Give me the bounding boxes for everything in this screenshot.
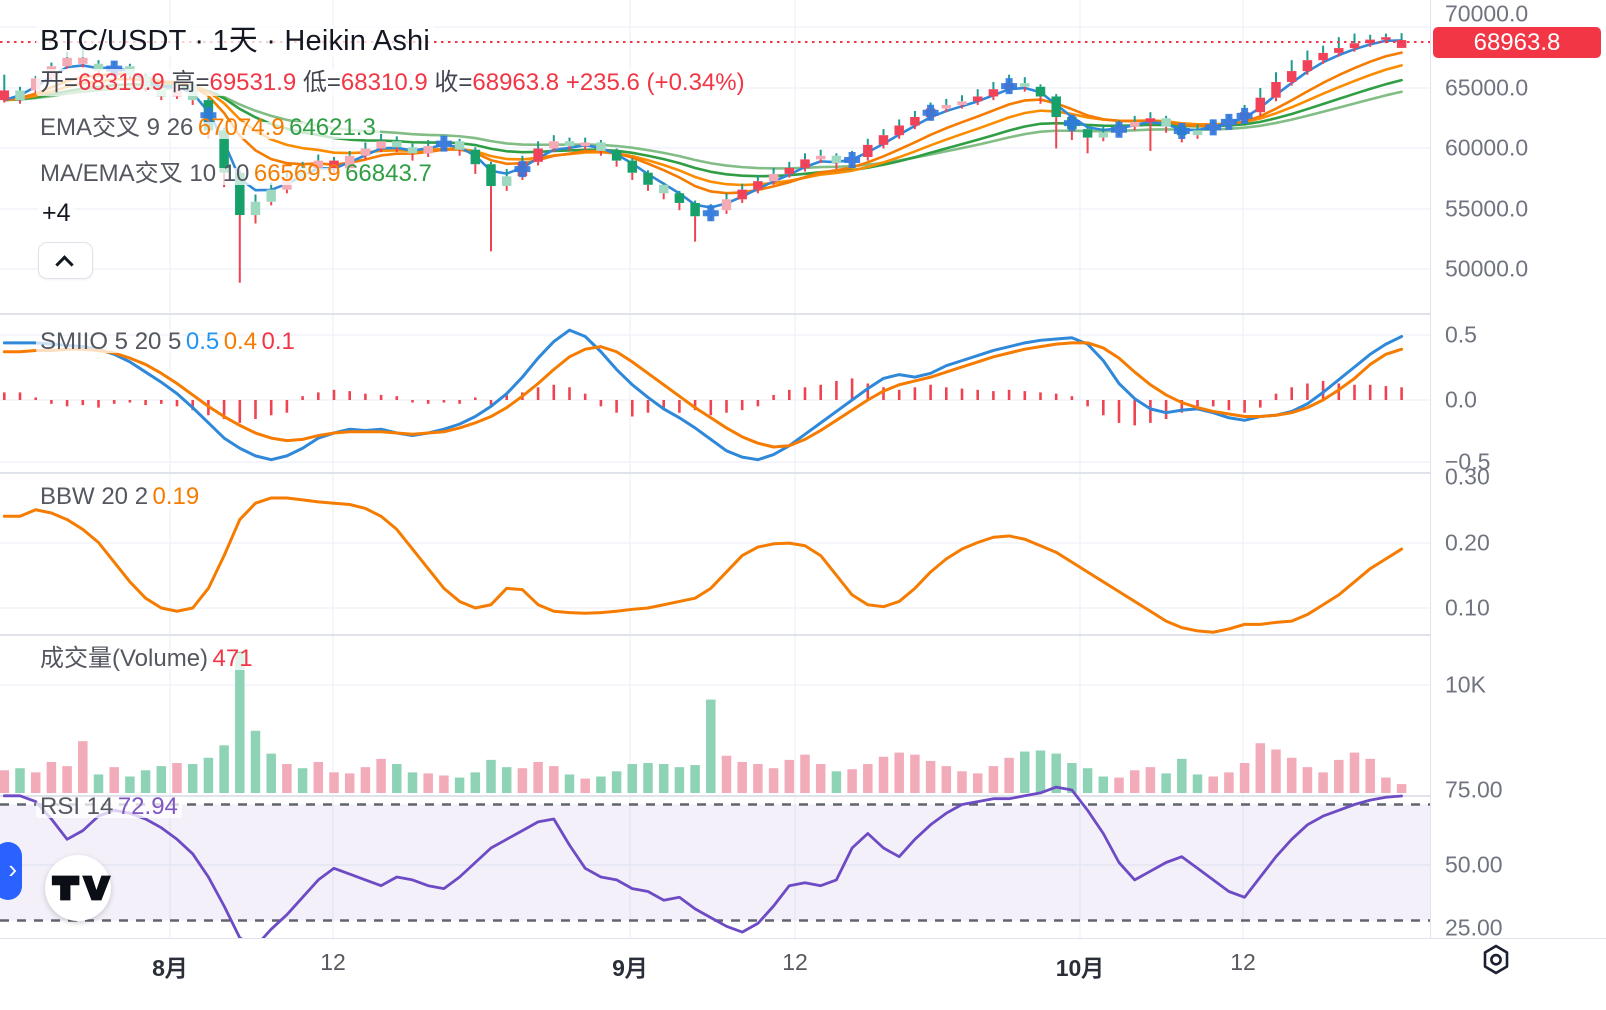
axis-tick-label: 55000.0 xyxy=(1445,195,1529,222)
smiio-legend[interactable]: SMIIO 5 20 5 0.5 0.4 0.1 xyxy=(36,328,299,356)
chevron-right-icon: › xyxy=(8,854,17,884)
axis-tick-label: 0.30 xyxy=(1445,463,1490,490)
axis-tick-label: 25.00 xyxy=(1445,914,1503,941)
axis-tick-label: −0.5 xyxy=(1445,448,1491,475)
collapse-indicators-button[interactable] xyxy=(38,242,93,279)
time-tick-label: 12 xyxy=(782,949,808,975)
more-indicators-badge[interactable]: +4 xyxy=(38,199,75,228)
settings-gear-button[interactable] xyxy=(1476,940,1516,980)
time-tick-label: 10月 xyxy=(1055,955,1105,981)
axis-tick-label: 0.0 xyxy=(1445,386,1477,413)
volume-legend[interactable]: 成交量(Volume) 471 xyxy=(36,638,257,673)
axis-tick-label: 50.00 xyxy=(1445,851,1503,878)
tv-logo-icon xyxy=(51,875,111,901)
rsi-legend[interactable]: RSI 14 72.94 xyxy=(36,793,182,821)
time-tick-label: 9月 xyxy=(612,955,648,981)
axis-tick-label: 10K xyxy=(1445,671,1486,698)
show-object-tree-button[interactable]: › xyxy=(0,842,22,900)
last-price-label: 68963.8 xyxy=(1433,27,1601,58)
tradingview-logo[interactable] xyxy=(45,855,111,921)
time-tick-label: 12 xyxy=(1230,949,1256,975)
ma-ema-cross-legend[interactable]: MA/EMA交叉 10 10 66569.9 66843.7 xyxy=(36,153,436,188)
price-axis[interactable]: 68963.8 70000.0 65000.0 60000.0 55000.0 5000… xyxy=(1430,0,1606,941)
chevron-up-icon xyxy=(55,255,74,274)
axis-tick-label: 65000.0 xyxy=(1445,74,1529,101)
ohlc-legend: 开=68310.9 高=69531.9 低=68310.9 收=68963.8 … xyxy=(36,62,749,97)
bbw-legend[interactable]: BBW 20 2 0.19 xyxy=(36,483,204,511)
axis-tick-label: 75.00 xyxy=(1445,776,1503,803)
axis-tick-label: 0.20 xyxy=(1445,529,1490,556)
axis-tick-label: 0.10 xyxy=(1445,594,1490,621)
axis-tick-label: 0.5 xyxy=(1445,321,1477,348)
axis-tick-label: 50000.0 xyxy=(1445,255,1529,282)
axis-tick-label: 60000.0 xyxy=(1445,134,1529,161)
time-axis[interactable]: 8月 12 9月 12 10月 12 xyxy=(0,938,1606,1010)
symbol-title[interactable]: BTC/USDT · 1天 · Heikin Ashi xyxy=(36,17,435,59)
ema-cross-legend[interactable]: EMA交叉 9 26 67074.9 64621.3 xyxy=(36,107,380,142)
time-tick-label: 12 xyxy=(320,949,346,975)
time-tick-label: 8月 xyxy=(152,955,188,981)
axis-tick-label: 70000.0 xyxy=(1445,0,1529,27)
gear-icon xyxy=(1483,944,1509,975)
